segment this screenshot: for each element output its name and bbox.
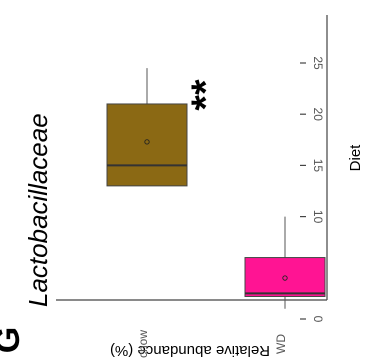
x-ticks: chow WD [136, 330, 288, 358]
y-tick-label: 25 [311, 56, 325, 70]
box-WD [244, 257, 326, 297]
boxes [106, 68, 326, 309]
y-axis: 0510152025 Relative abundance (%) [56, 56, 327, 359]
annotations: ** [184, 79, 228, 111]
box-chow [106, 103, 188, 187]
y-tick-label: 0 [311, 316, 325, 323]
chart-title: Lactobacillaceae [23, 113, 53, 307]
x-axis: chow WD Diet [136, 15, 364, 358]
y-tick-label: 10 [311, 210, 325, 224]
y-ticks: 0510152025 [300, 56, 325, 323]
significance-label: ** [184, 79, 228, 111]
mean-marker [144, 139, 150, 145]
panel-letter: G [0, 327, 27, 353]
y-axis-label: Relative abundance (%) [110, 342, 270, 359]
x-tick-label: chow [136, 330, 150, 358]
x-axis-label: Diet [347, 144, 364, 172]
x-tick-label: WD [274, 334, 288, 354]
y-tick-label: 20 [311, 108, 325, 122]
mean-marker [282, 275, 288, 281]
y-tick-label: 15 [311, 159, 325, 173]
